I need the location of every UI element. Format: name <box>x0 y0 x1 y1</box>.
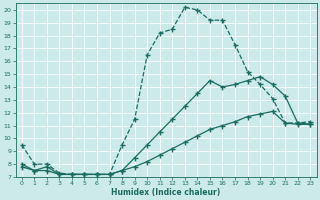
X-axis label: Humidex (Indice chaleur): Humidex (Indice chaleur) <box>111 188 221 197</box>
